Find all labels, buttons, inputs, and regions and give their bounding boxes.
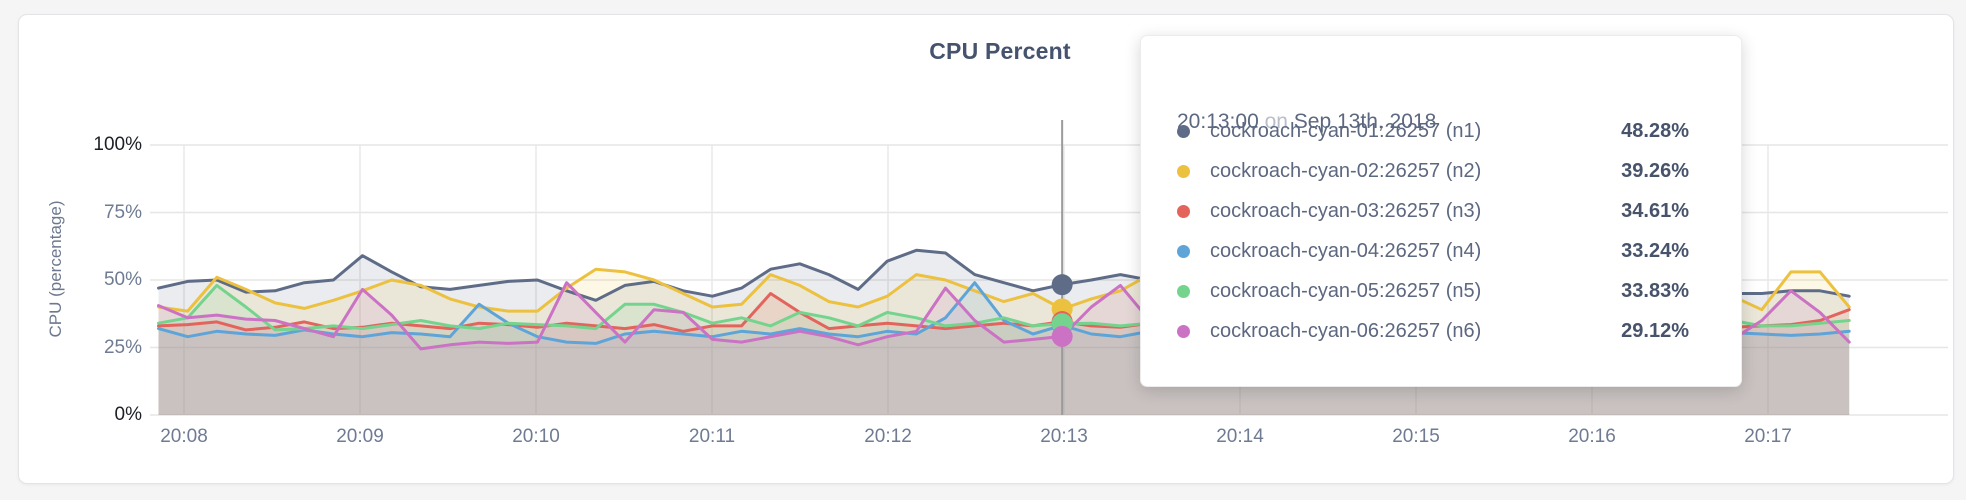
tooltip-row: cockroach-cyan-01:26257 (n1) 48.28% (1177, 117, 1689, 145)
x-axis-tick-label: 20:16 (1568, 426, 1616, 447)
hover-point (1051, 325, 1073, 347)
tooltip-node-name: cockroach-cyan-03:26257 (n3) (1210, 199, 1482, 222)
tooltip-node-value: 33.83% (1621, 279, 1689, 302)
tooltip-node-value: 39.26% (1621, 159, 1689, 182)
y-axis-tick-label: 0% (114, 404, 142, 425)
x-axis-tick-label: 20:10 (512, 426, 560, 447)
chart-title: CPU Percent (929, 38, 1071, 64)
y-axis-tick-label: 50% (103, 269, 142, 290)
x-axis-tick-label: 20:14 (1216, 426, 1264, 447)
tooltip-node-value: 48.28% (1621, 119, 1689, 142)
tooltip-row: cockroach-cyan-02:26257 (n2) 39.26% (1177, 157, 1689, 185)
tooltip-row: cockroach-cyan-06:26257 (n6) 29.12% (1177, 317, 1689, 345)
series-color-dot-icon (1177, 204, 1190, 218)
series-color-dot-icon (1177, 244, 1190, 258)
series-color-dot-icon (1177, 164, 1190, 178)
x-axis-tick-label: 20:08 (160, 426, 208, 447)
x-axis-tick-label: 20:17 (1744, 426, 1792, 447)
tooltip-node-value: 29.12% (1621, 319, 1689, 342)
hover-tooltip: 20:13:00 on Sep 13th, 2018 cockroach-cya… (1140, 35, 1742, 387)
series-color-dot-icon (1177, 324, 1190, 338)
x-axis-tick-label: 20:15 (1392, 426, 1440, 447)
x-axis-tick-label: 20:12 (864, 426, 912, 447)
y-axis-tick-label: 75% (103, 201, 142, 223)
tooltip-node-name: cockroach-cyan-01:26257 (n1) (1210, 119, 1482, 142)
y-axis-tick-label: 25% (103, 336, 142, 358)
series-color-dot-icon (1177, 284, 1190, 298)
hover-point (1051, 274, 1073, 296)
tooltip-node-name: cockroach-cyan-06:26257 (n6) (1210, 319, 1482, 342)
x-axis-tick-label: 20:11 (688, 426, 736, 447)
tooltip-node-name: cockroach-cyan-04:26257 (n4) (1210, 239, 1482, 262)
tooltip-row: cockroach-cyan-04:26257 (n4) 33.24% (1177, 237, 1689, 265)
tooltip-node-value: 34.61% (1621, 199, 1689, 222)
tooltip-header: 20:13:00 on Sep 13th, 2018 (1177, 110, 1436, 134)
x-axis-tick-label: 20:13 (1040, 426, 1088, 447)
tooltip-node-name: cockroach-cyan-05:26257 (n5) (1210, 279, 1482, 302)
y-axis-tick-label: 100% (93, 134, 142, 155)
x-axis-tick-label: 20:09 (336, 426, 384, 447)
tooltip-row: cockroach-cyan-03:26257 (n3) 34.61% (1177, 197, 1689, 225)
tooltip-on-word: on (1264, 110, 1288, 133)
series-color-dot-icon (1177, 124, 1190, 138)
tooltip-node-name: cockroach-cyan-02:26257 (n2) (1210, 159, 1482, 182)
tooltip-node-value: 33.24% (1621, 239, 1689, 262)
tooltip-date: Sep 13th, 2018 (1293, 110, 1437, 133)
tooltip-time: 20:13:00 (1177, 110, 1259, 133)
tooltip-row: cockroach-cyan-05:26257 (n5) 33.83% (1177, 277, 1689, 305)
